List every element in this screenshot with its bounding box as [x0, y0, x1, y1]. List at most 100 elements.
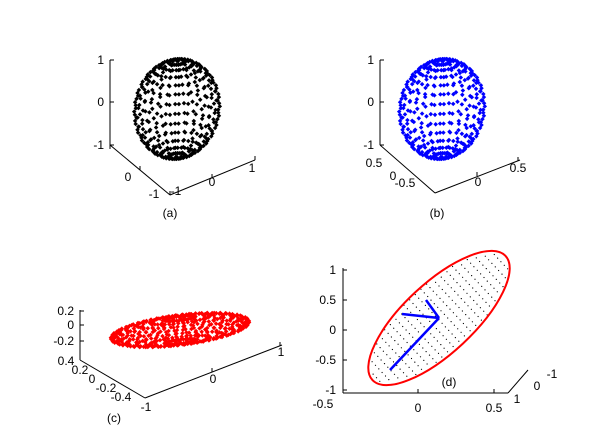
panel-c-y-tick-04: 0.4 — [58, 354, 75, 368]
data-point — [381, 371, 383, 374]
data-point — [171, 325, 176, 330]
data-point — [445, 292, 447, 294]
data-point — [467, 103, 472, 108]
data-point — [209, 95, 214, 101]
data-point — [446, 100, 452, 106]
panel-a-x-tick-0: 0 — [209, 175, 216, 189]
data-point — [446, 271, 448, 273]
data-point — [395, 318, 397, 320]
data-point — [453, 278, 455, 280]
data-point — [409, 299, 411, 301]
data-point — [461, 264, 463, 266]
data-point — [446, 138, 451, 143]
data-point — [494, 266, 496, 268]
data-point — [191, 68, 197, 73]
data-point — [203, 124, 209, 129]
data-point — [206, 319, 212, 324]
data-point — [144, 118, 150, 124]
data-point — [206, 334, 212, 339]
data-point — [440, 138, 446, 144]
panel-d-z-tick-0: 0 — [329, 323, 336, 337]
data-point — [207, 72, 212, 78]
data-point — [167, 93, 172, 98]
data-point — [466, 326, 468, 328]
data-point — [476, 269, 478, 271]
data-point — [139, 121, 145, 126]
data-point — [435, 328, 437, 330]
data-point — [460, 331, 462, 333]
data-point — [450, 111, 455, 116]
data-point — [418, 144, 424, 149]
data-point — [402, 372, 405, 374]
data-point — [213, 119, 219, 125]
data-point — [424, 338, 426, 340]
panel-d-vector-third — [401, 312, 440, 320]
data-point — [424, 77, 429, 82]
data-point — [463, 335, 465, 337]
data-point — [470, 308, 472, 310]
data-point — [136, 124, 142, 129]
data-point — [143, 329, 149, 335]
panel-d-box — [342, 268, 529, 394]
data-point — [425, 351, 427, 353]
data-point — [465, 280, 467, 282]
data-point — [450, 101, 456, 107]
data-point — [488, 305, 490, 307]
data-point — [494, 300, 496, 302]
data-point — [127, 338, 132, 344]
data-point — [406, 308, 408, 310]
data-point — [186, 91, 191, 97]
data-point — [454, 337, 456, 339]
panel-a-x-tick-neg1: -1 — [171, 184, 182, 198]
data-point — [196, 333, 202, 338]
data-point — [160, 70, 166, 75]
data-point — [200, 322, 205, 328]
data-point — [406, 341, 408, 344]
data-point — [424, 74, 429, 79]
data-point — [131, 109, 137, 114]
data-point — [459, 102, 465, 107]
data-point — [437, 352, 440, 354]
data-point — [435, 139, 441, 144]
data-point — [486, 314, 488, 316]
data-point — [193, 329, 198, 335]
data-point — [457, 328, 459, 330]
data-point — [495, 278, 497, 280]
data-point — [377, 355, 379, 357]
data-point — [398, 322, 400, 324]
data-point — [133, 121, 138, 127]
data-point — [426, 363, 428, 365]
data-point — [404, 350, 406, 352]
data-point — [148, 100, 154, 105]
data-point — [451, 58, 456, 64]
data-point — [422, 347, 424, 349]
data-point — [418, 343, 420, 345]
data-point — [474, 95, 479, 101]
data-point — [458, 75, 464, 80]
data-point — [430, 333, 432, 335]
data-point — [154, 120, 159, 126]
data-point — [473, 299, 475, 302]
data-point — [439, 297, 441, 299]
data-point — [129, 322, 134, 328]
data-point — [424, 114, 429, 119]
data-point — [417, 331, 419, 333]
data-point — [160, 141, 166, 146]
data-point — [414, 327, 416, 329]
data-point — [238, 323, 243, 329]
data-point — [481, 91, 486, 97]
data-point — [157, 94, 163, 100]
panel-a-z-tick-1: 1 — [97, 53, 104, 67]
data-point — [152, 328, 158, 333]
data-point — [419, 111, 425, 116]
panel-c-label: (c) — [107, 411, 121, 425]
data-point — [151, 116, 157, 121]
data-point — [463, 289, 465, 291]
data-point — [451, 333, 453, 335]
data-point — [433, 303, 435, 305]
data-point — [470, 262, 472, 264]
data-point — [185, 111, 190, 116]
data-point — [174, 58, 180, 64]
data-point — [435, 281, 437, 283]
